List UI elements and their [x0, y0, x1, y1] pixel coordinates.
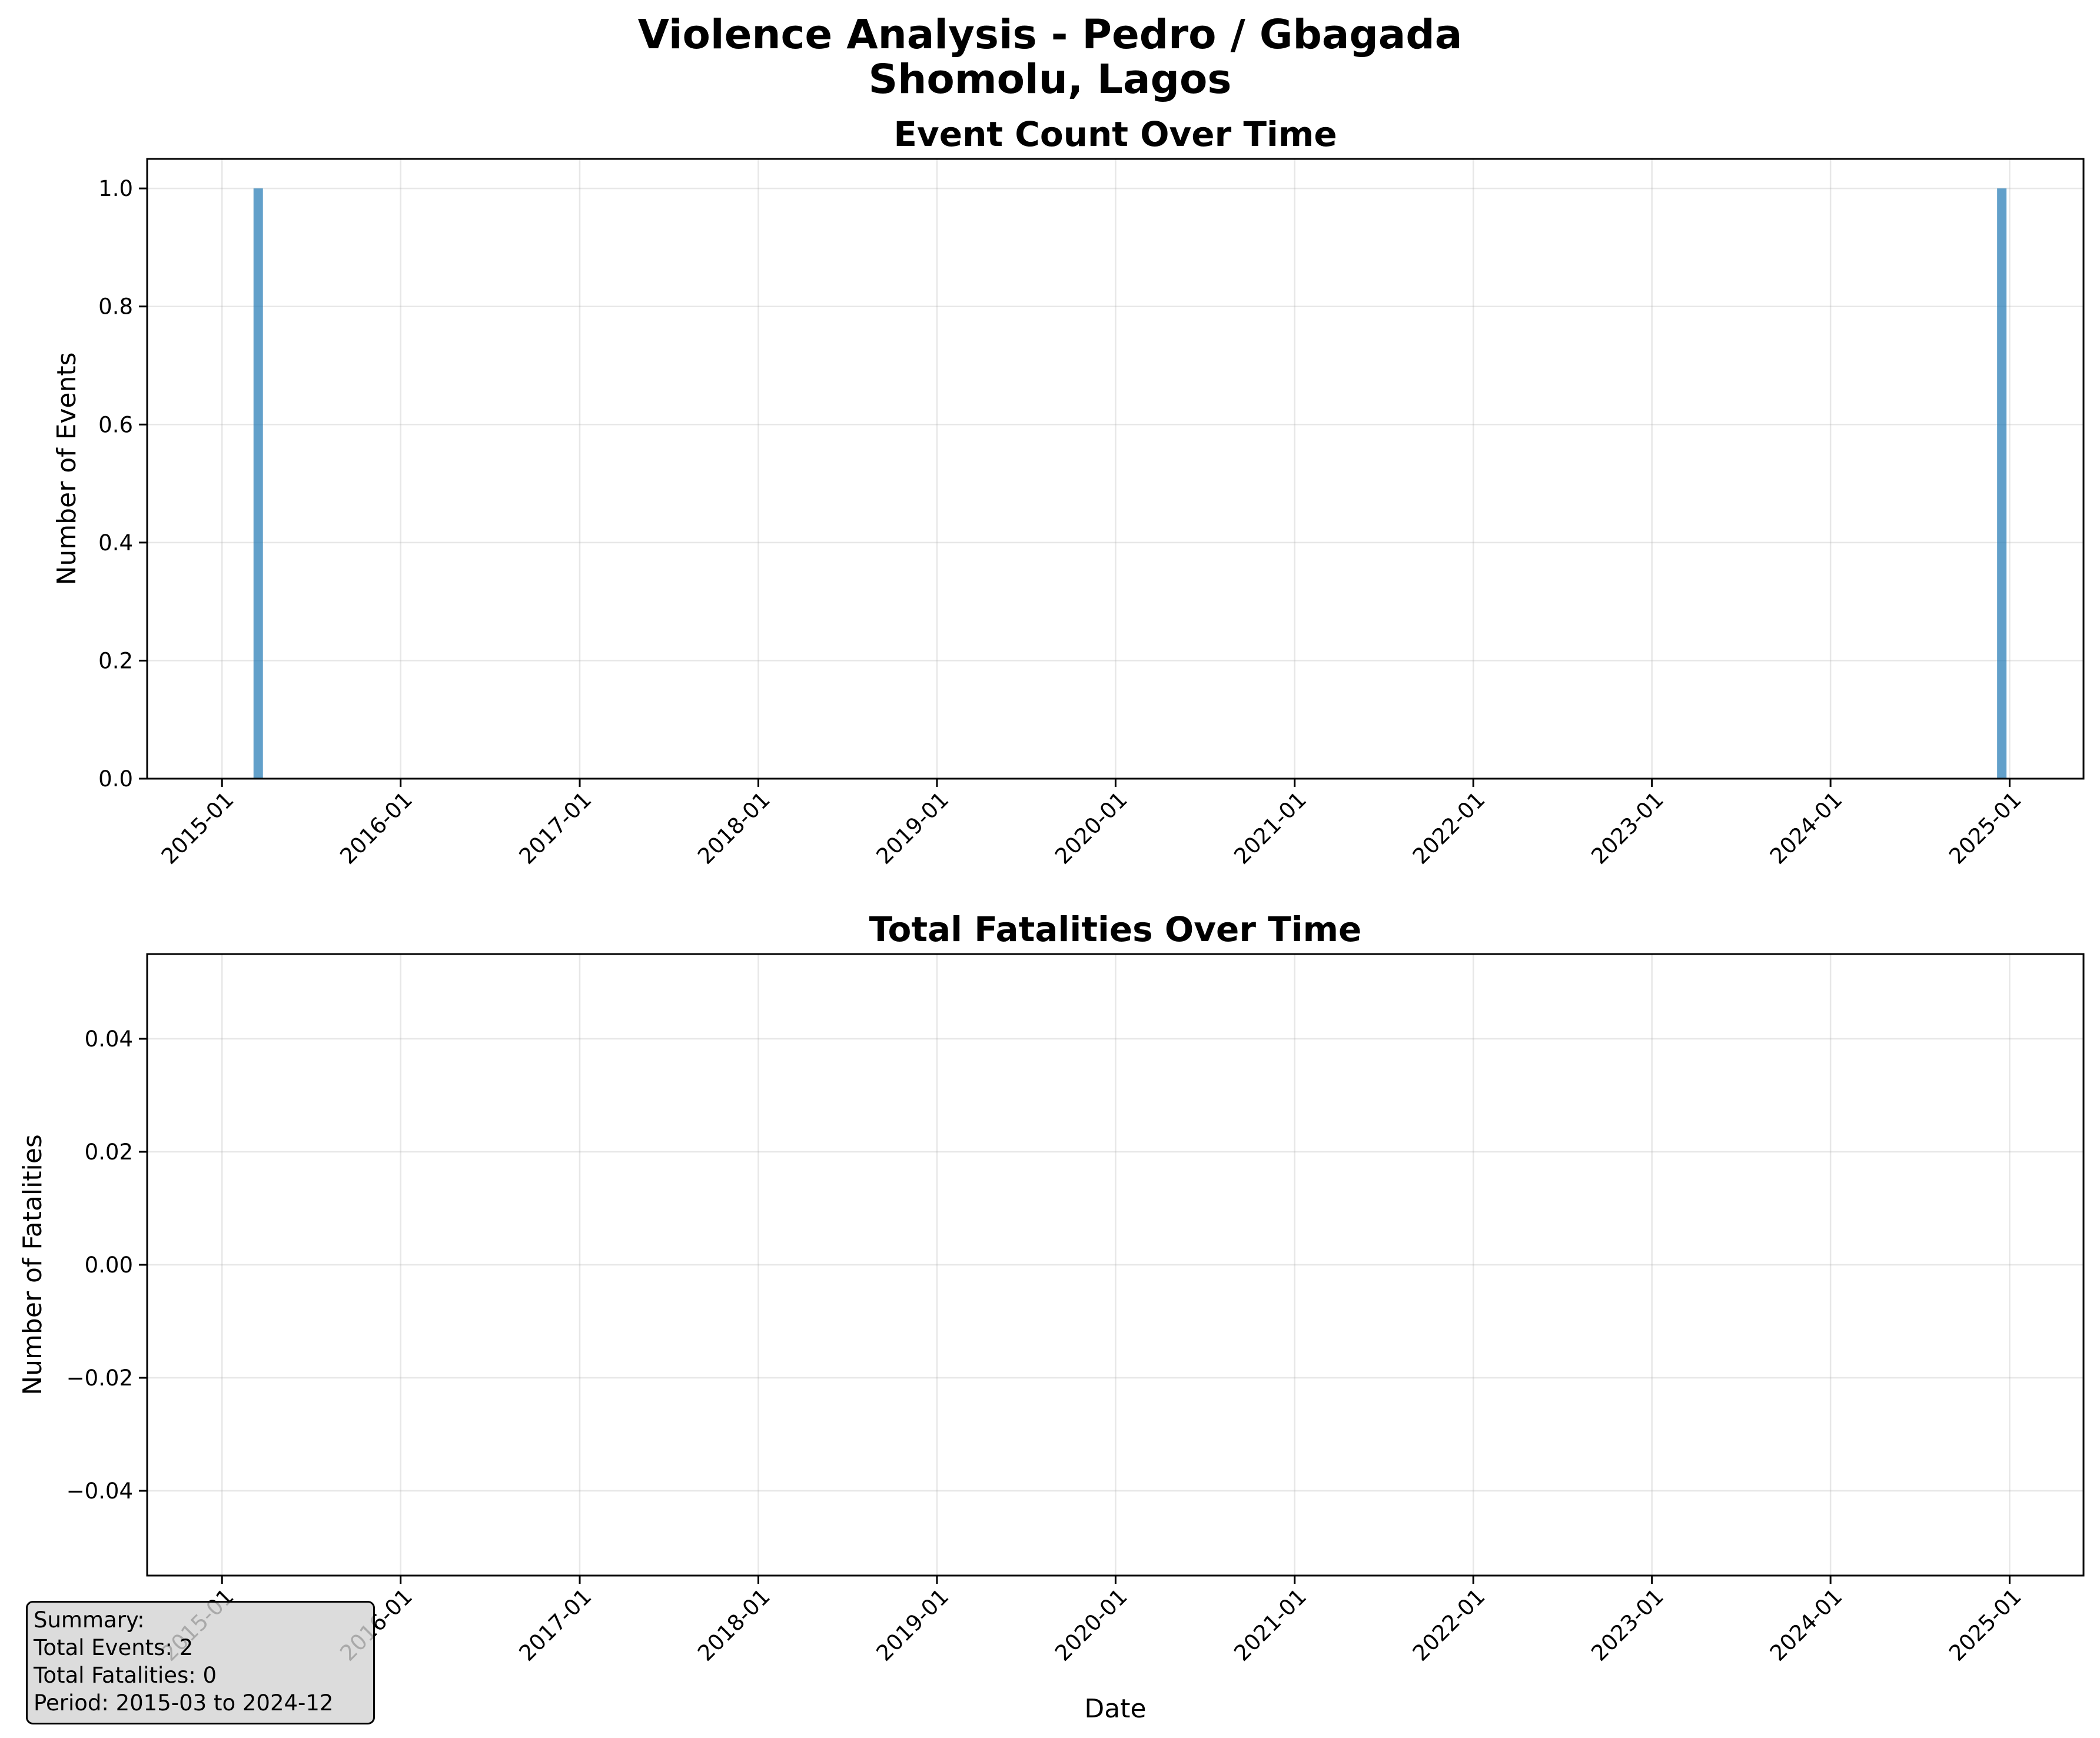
- x-tick-label: 2021-01: [1229, 787, 1311, 869]
- summary-total-fatalities: Total Fatalities: 0: [34, 1663, 217, 1688]
- y-tick-label: −0.02: [67, 1365, 133, 1391]
- summary-box: Summary: Total Events: 2 Total Fatalitie…: [26, 1601, 375, 1724]
- x-tick-label: 2015-01: [157, 787, 239, 869]
- x-tick-label: 2023-01: [1586, 1584, 1669, 1666]
- x-tick-label: 2019-01: [872, 787, 954, 869]
- figure-subtitle: Shomolu, Lagos: [869, 56, 1232, 103]
- axes-frame: [146, 158, 2085, 780]
- summary-total-events: Total Events: 2: [34, 1635, 194, 1660]
- y-tick-label: −0.04: [67, 1478, 133, 1504]
- y-tick-label: 1.0: [98, 176, 133, 201]
- x-tick-label: 2025-01: [1944, 787, 2026, 869]
- summary-period: Period: 2015-03 to 2024-12: [34, 1690, 334, 1716]
- y-tick-label: 0.4: [98, 530, 133, 556]
- x-tick-label: 2017-01: [514, 787, 597, 869]
- summary-heading: Summary:: [34, 1607, 145, 1633]
- x-tick-label: 2025-01: [1944, 1584, 2026, 1666]
- y-axis-label: Number of Events: [52, 352, 82, 585]
- x-tick-label: 2020-01: [1050, 787, 1132, 869]
- x-tick-label: 2023-01: [1586, 787, 1669, 869]
- x-axis-label: Date: [1084, 1694, 1146, 1724]
- x-tick-label: 2022-01: [1408, 787, 1490, 869]
- figure-title: Violence Analysis - Pedro / Gbagada: [638, 11, 1463, 58]
- y-tick-label: 0.00: [85, 1252, 133, 1278]
- y-tick-label: 0.04: [85, 1026, 133, 1052]
- x-tick-label: 2024-01: [1765, 787, 1848, 869]
- axes-frame: [146, 953, 2085, 1577]
- x-tick-label: 2020-01: [1050, 1584, 1132, 1666]
- y-tick-label: 0.8: [98, 294, 133, 320]
- bar: [1997, 188, 2007, 779]
- x-tick-label: 2022-01: [1408, 1584, 1490, 1666]
- y-axis-label: Number of Fatalities: [18, 1134, 48, 1395]
- x-tick-label: 2021-01: [1229, 1584, 1311, 1666]
- bar: [253, 188, 263, 779]
- x-tick-label: 2024-01: [1765, 1584, 1848, 1666]
- chart-title: Event Count Over Time: [893, 114, 1337, 154]
- y-tick-label: 0.0: [98, 766, 133, 792]
- y-tick-label: 0.6: [98, 412, 133, 437]
- x-tick-label: 2019-01: [872, 1584, 954, 1666]
- x-tick-label: 2018-01: [693, 787, 775, 869]
- x-tick-label: 2016-01: [335, 787, 417, 869]
- y-tick-label: 0.2: [98, 648, 133, 673]
- x-tick-label: 2018-01: [693, 1584, 775, 1666]
- chart-title: Total Fatalities Over Time: [869, 909, 1362, 949]
- y-tick-label: 0.02: [85, 1139, 133, 1165]
- event-count-chart: Event Count Over Time 2015-01 2016-01 2017-…: [52, 114, 2085, 869]
- x-tick-label: 2017-01: [514, 1584, 597, 1666]
